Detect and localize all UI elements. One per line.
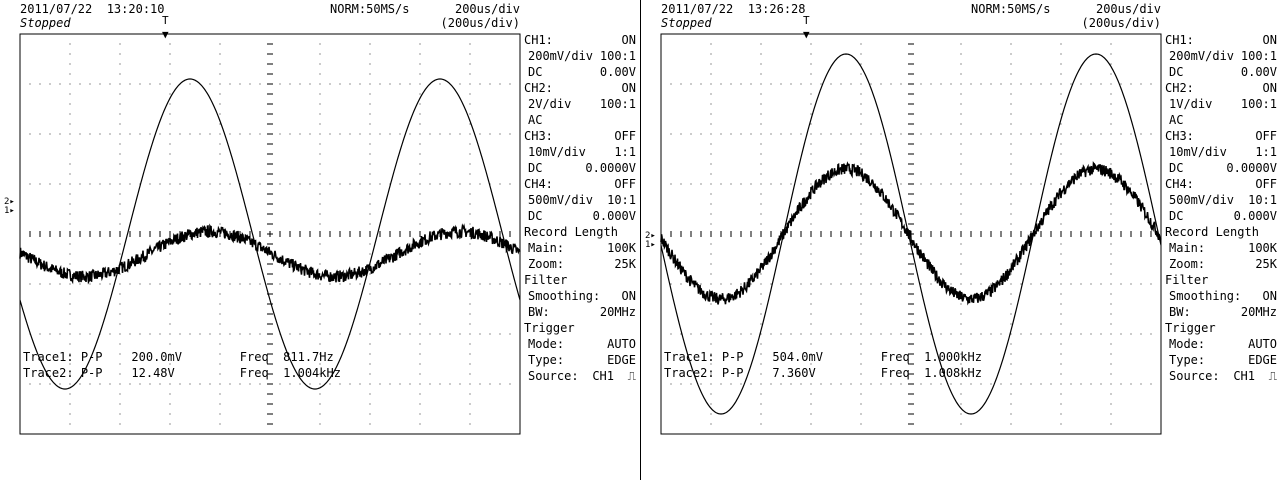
channel-ground-icon: 2▸ 1▸ xyxy=(4,197,15,216)
trace-1-waveform xyxy=(660,53,1162,415)
waveform-display[interactable] xyxy=(660,33,1162,435)
scope-screen-1: 2011/07/22 13:20:10 Stopped NORM:50MS/s … xyxy=(4,2,636,435)
rising-edge-icon: ⎍ xyxy=(627,369,636,383)
plot-frame xyxy=(19,33,521,435)
plot-frame xyxy=(660,33,1162,435)
channel-ground-icon: 2▸ 1▸ xyxy=(645,231,656,250)
measurement-row-1: Trace1: P-P 504.0mV Freq 1.000kHz xyxy=(664,350,982,364)
acq-mode: NORM:50MS/s xyxy=(330,2,410,16)
measurement-row-2: Trace2: P-P 7.360V Freq 1.008kHz xyxy=(664,366,982,380)
trace-2-waveform xyxy=(660,160,1162,306)
acq-mode: NORM:50MS/s xyxy=(971,2,1051,16)
trigger-position-icon: T ▼ xyxy=(803,14,810,41)
rising-edge-icon: ⎍ xyxy=(1268,369,1277,383)
trace-1-waveform xyxy=(19,78,521,390)
screen-divider xyxy=(640,0,641,480)
timebase-zoom: (200us/div) xyxy=(440,16,520,30)
acq-status: Stopped xyxy=(20,16,71,30)
scope-screen-2: 2011/07/22 13:26:28 Stopped NORM:50MS/s … xyxy=(641,0,1280,480)
timebase-zoom: (200us/div) xyxy=(1081,16,1161,30)
timestamp: 2011/07/22 13:20:10 xyxy=(20,2,165,16)
timebase: 200us/div xyxy=(1095,2,1161,16)
trace-2-waveform xyxy=(19,223,521,285)
waveform-display[interactable] xyxy=(19,33,521,435)
settings-panel: CH1: ON 200mV/div 100:1 DC 0.00V CH2: ON 2V/… xyxy=(524,33,636,383)
acq-status: Stopped xyxy=(661,16,712,30)
trigger-position-icon: T ▼ xyxy=(162,14,169,41)
timestamp: 2011/07/22 13:26:28 xyxy=(661,2,806,16)
timebase: 200us/div xyxy=(454,2,520,16)
measurement-row-2: Trace2: P-P 12.48V Freq 1.004kHz xyxy=(23,366,341,380)
graticule xyxy=(660,33,1162,435)
settings-panel: CH1: ON 200mV/div 100:1 DC 0.00V CH2: ON 1V/… xyxy=(1165,33,1277,383)
measurement-row-1: Trace1: P-P 200.0mV Freq 811.7Hz xyxy=(23,350,334,364)
